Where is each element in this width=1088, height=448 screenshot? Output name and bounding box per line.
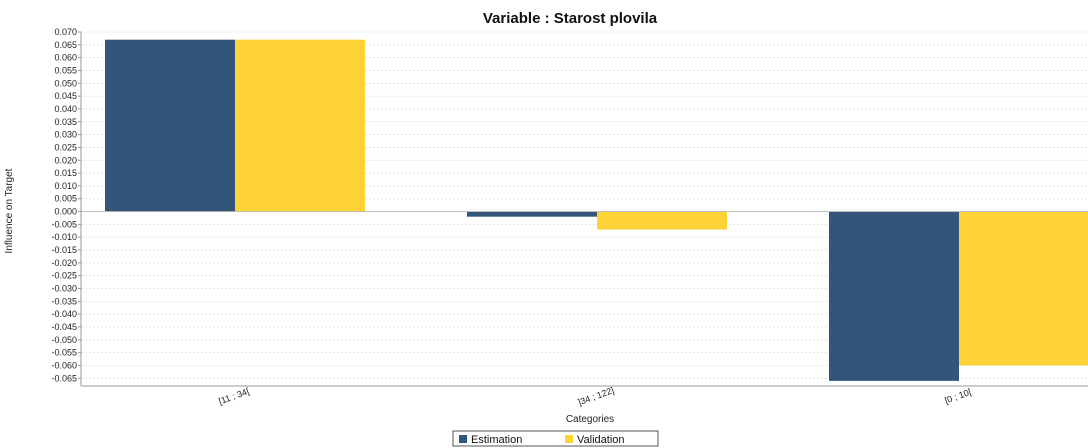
x-axis-label: Categories [566,414,614,425]
x-tick-label: [0 ; 10[ [943,387,973,406]
y-tick-label: -0.065 [51,373,77,383]
bar-estimation-0 [105,39,235,212]
legend-box [452,430,659,447]
y-axis-ticks: 0.070 0.065 0.060 0.055 0.050 0.045 0.040 0.035… [51,27,81,383]
y-tick-label: 0.050 [54,78,77,88]
y-tick-label: 0.030 [54,130,77,140]
y-tick-label: 0.020 [54,155,77,165]
bar-estimation-1 [467,211,597,217]
y-tick-label: 0.035 [54,117,77,127]
y-tick-label: -0.055 [51,348,77,358]
bar-validation-1 [597,211,727,230]
y-tick-label: 0.045 [54,91,77,101]
bar-estimation-2 [829,211,959,381]
legend-swatch-validation [565,435,573,443]
y-tick-label: 0.040 [54,104,77,114]
y-tick-label: -0.005 [51,219,77,229]
y-tick-label: 0.010 [54,181,77,191]
y-tick-label: 0.005 [54,194,77,204]
bar-validation-0 [235,39,365,212]
y-tick-label: -0.020 [51,258,77,268]
legend: Estimation Validation [452,430,659,447]
y-tick-label: -0.010 [51,232,77,242]
y-tick-label: 0.025 [54,142,77,152]
y-tick-label: 0.070 [54,27,77,37]
legend-label-estimation: Estimation [471,434,522,446]
legend-label-validation: Validation [577,434,625,446]
y-tick-label: 0.055 [54,65,77,75]
y-axis-label: Influence on Target [4,168,15,253]
x-tick-label: ]34 ; 122] [577,385,616,407]
y-tick-label: 0.065 [54,40,77,50]
bar-validation-2 [959,211,1088,366]
y-tick-label: -0.025 [51,271,77,281]
x-tick-label: [11 ; 34[ [217,386,251,406]
bars [81,39,1088,381]
x-axis-ticks: [11 ; 34[ ]34 ; 122] [0 ; 10[ [217,385,973,407]
chart-title: Variable : Starost plovila [483,10,658,27]
y-tick-label: -0.060 [51,360,77,370]
y-tick-label: 0.060 [54,53,77,63]
y-tick-label: -0.050 [51,335,77,345]
y-tick-label: -0.045 [51,322,77,332]
y-tick-label: -0.040 [51,309,77,319]
y-tick-label: 0.000 [54,207,77,217]
legend-swatch-estimation [459,435,467,443]
y-tick-label: -0.035 [51,296,77,306]
y-tick-label: 0.015 [54,168,77,178]
y-tick-label: -0.015 [51,245,77,255]
y-tick-label: -0.030 [51,284,77,294]
